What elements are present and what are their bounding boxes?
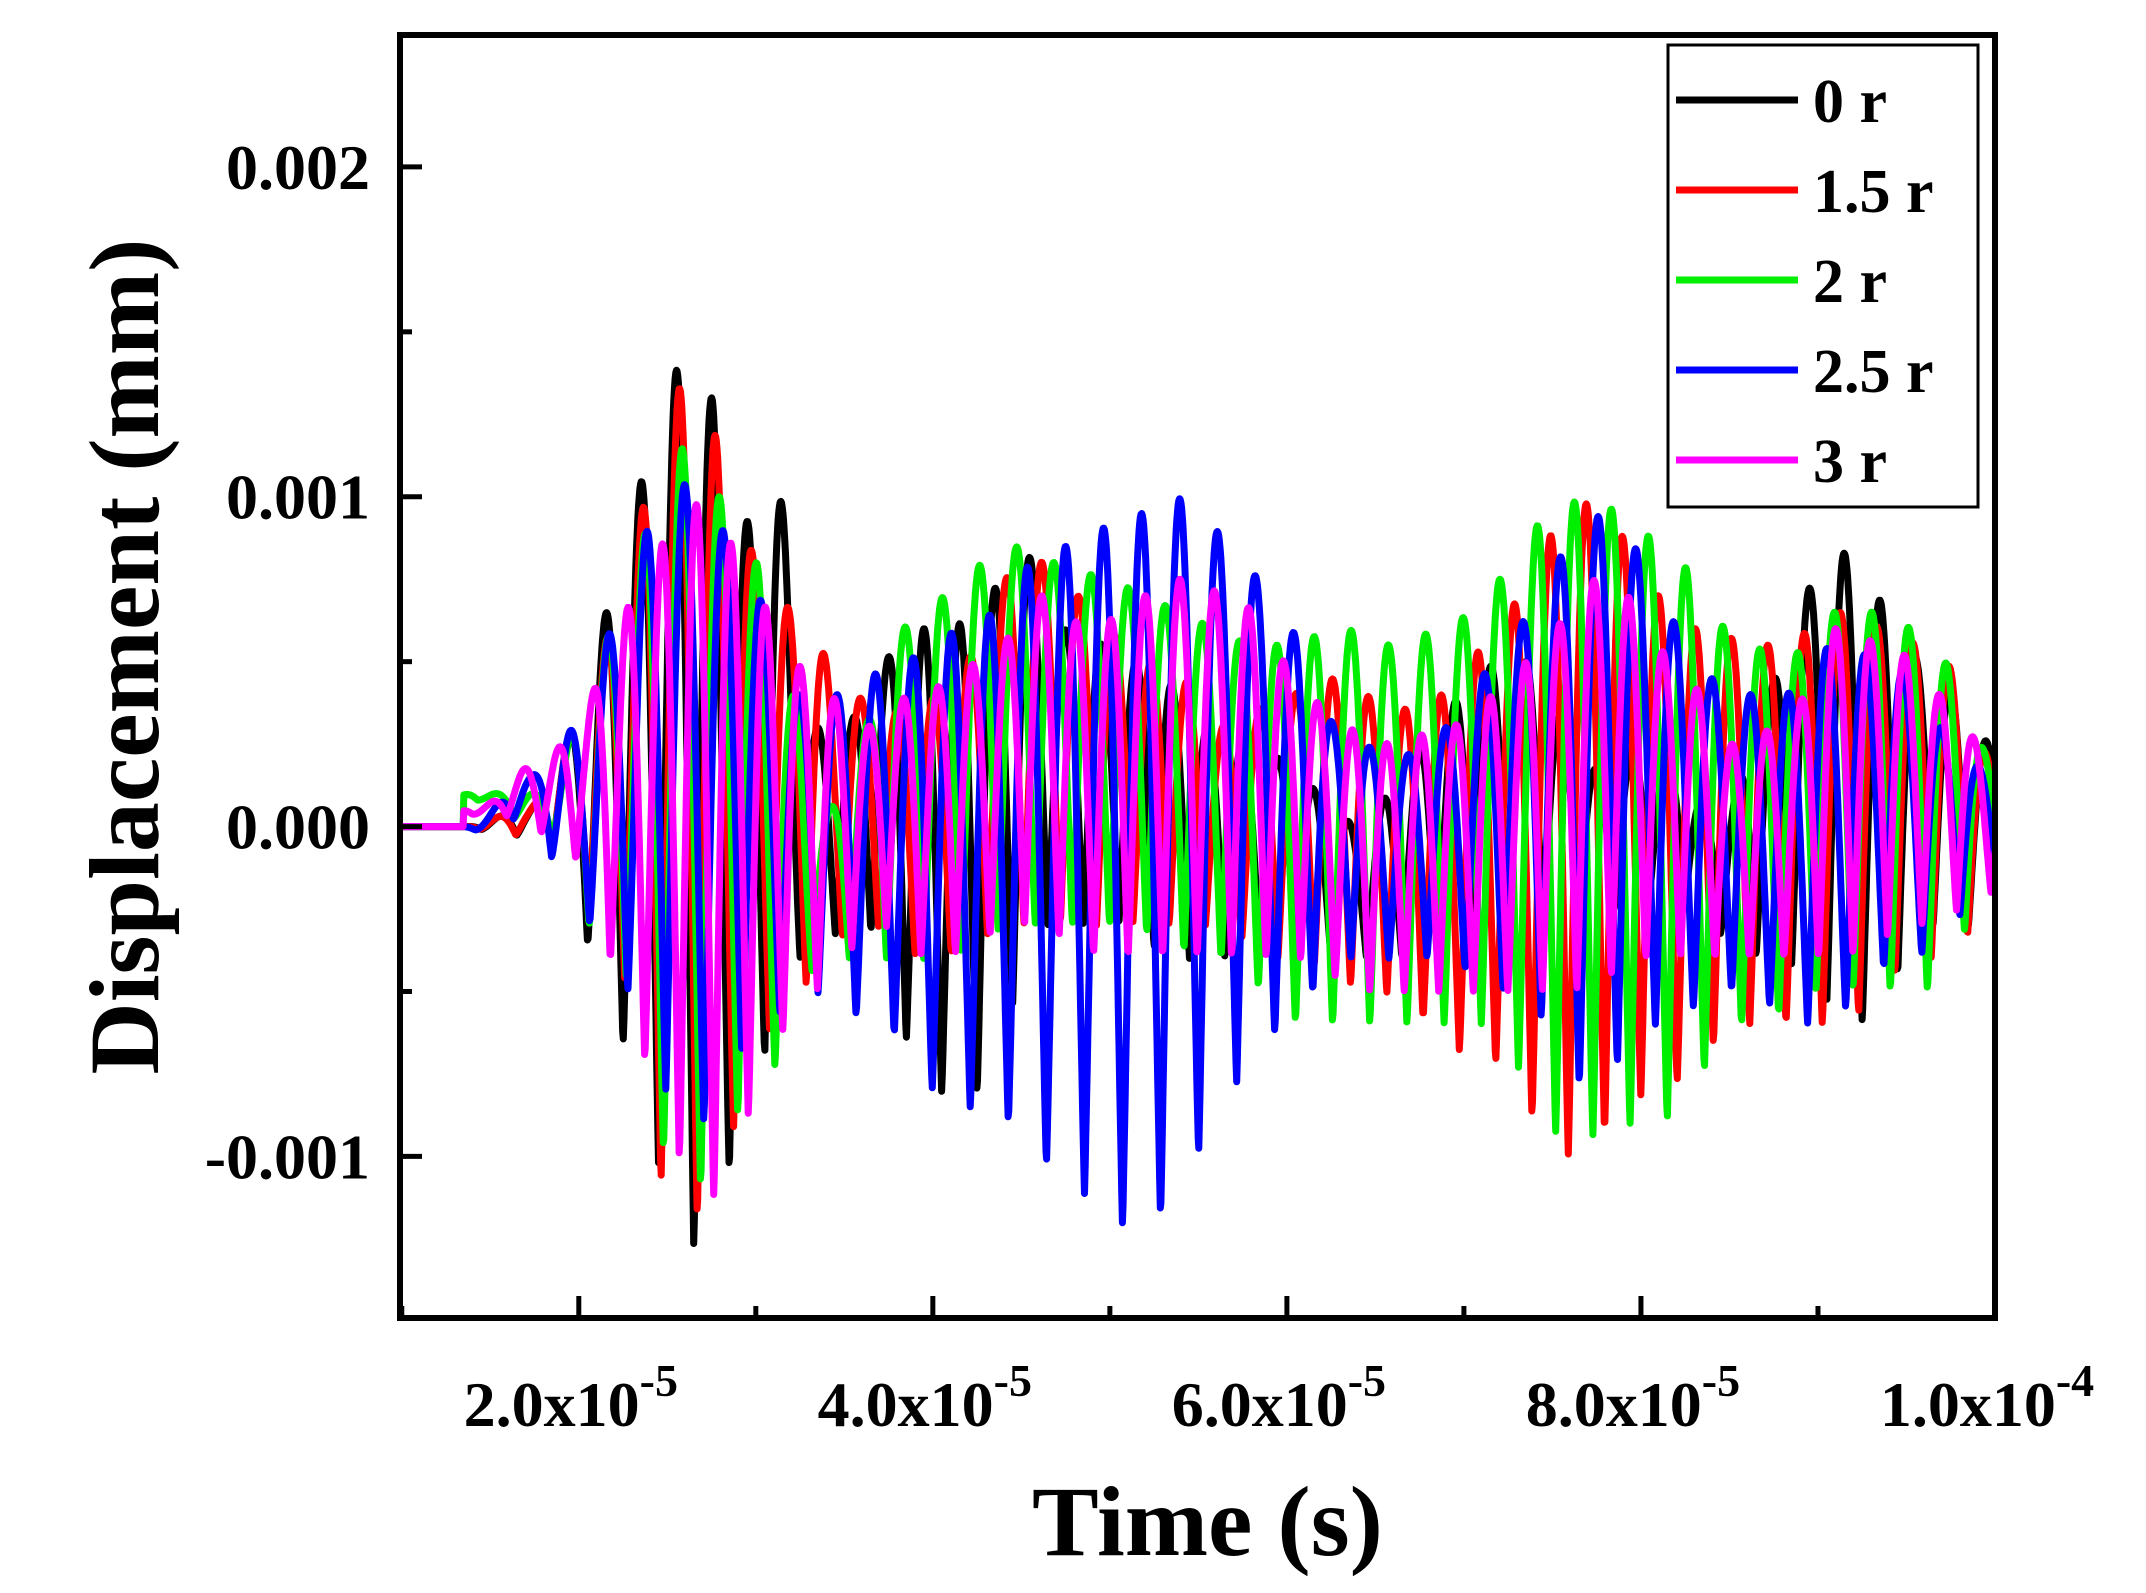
- x-tick-label: 2.0x10-5: [464, 1355, 678, 1440]
- legend-label: 2 r: [1813, 248, 1887, 316]
- legend-label: 3 r: [1813, 428, 1887, 496]
- y-tick-label: 0.002: [226, 132, 370, 203]
- series-layer: [400, 366, 1995, 1247]
- y-tick-label: 0.000: [226, 792, 370, 863]
- series-line-2_5r: [400, 481, 1995, 1227]
- plot-frame: [397, 32, 1998, 1321]
- legend-box: [1666, 43, 1980, 509]
- axes: 2.0x10-5 4.0x10-5 6.0x10-5 8.0x10-5 1.0x10-4…: [205, 32, 2094, 1440]
- x-tick-label: 6.0x10-5: [1172, 1355, 1386, 1440]
- x-axis-title: Time (s): [1032, 1466, 1383, 1577]
- y-axis-title: Displacement (mm): [69, 239, 180, 1075]
- series-line-3r: [400, 501, 1995, 1198]
- y-tick-label: -0.001: [205, 1121, 370, 1192]
- x-tick-label: 4.0x10-5: [818, 1355, 1032, 1440]
- legend: 0 r 1.5 r 2 r 2.5 r 3 r: [1666, 43, 1980, 509]
- legend-label: 2.5 r: [1813, 338, 1934, 406]
- legend-label: 0 r: [1813, 68, 1887, 136]
- x-tick-label: 1.0x10-4: [1880, 1355, 2094, 1440]
- x-tick-label: 8.0x10-5: [1526, 1355, 1740, 1440]
- y-tick-label: 0.001: [226, 462, 370, 533]
- legend-label: 1.5 r: [1813, 158, 1934, 226]
